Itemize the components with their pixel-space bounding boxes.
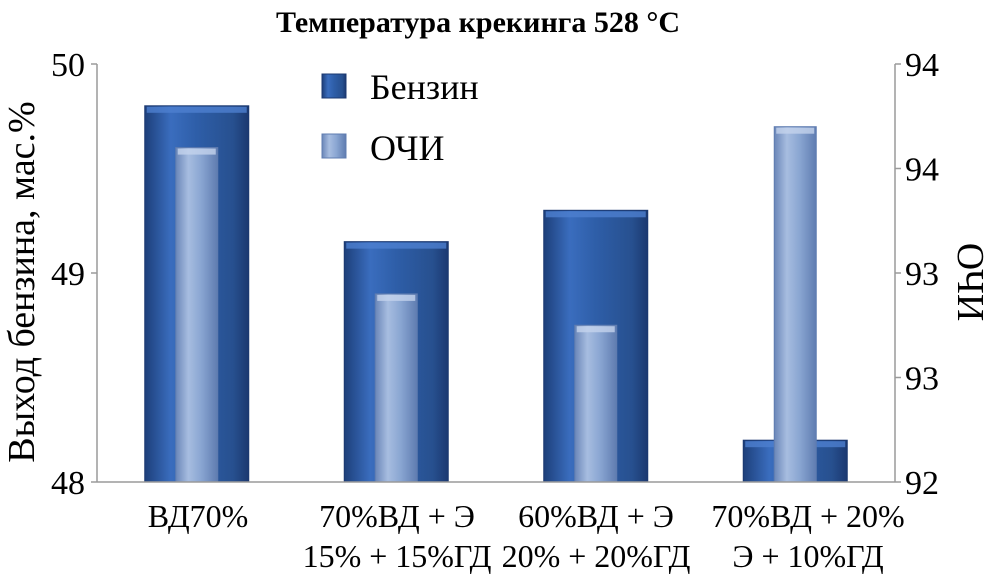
bar-benzin-cap-0 bbox=[146, 106, 247, 113]
left-tick-label: 48 bbox=[51, 465, 85, 502]
chart-title: Температура крекинга 528 °С bbox=[276, 6, 680, 39]
category-label: 70%ВД + Э 15% + 15%ГД bbox=[303, 498, 492, 574]
bar-benzin-cap-1 bbox=[346, 242, 447, 249]
bar-ochi-cap-0 bbox=[177, 148, 216, 155]
legend: Бензин ОЧИ bbox=[321, 67, 479, 168]
bar-ochi-3 bbox=[773, 126, 817, 483]
right-tick-label: 94 bbox=[905, 152, 939, 189]
legend-swatch-ochi bbox=[321, 133, 347, 159]
left-tick-label: 49 bbox=[51, 256, 85, 293]
legend-label-ochi: ОЧИ bbox=[370, 128, 445, 168]
category-label: ВД70% bbox=[148, 498, 249, 534]
bar-ochi-0 bbox=[175, 147, 219, 483]
right-tick-label: 92 bbox=[905, 465, 939, 502]
right-axis-ticks: 92 93 93 94 94 bbox=[895, 47, 939, 502]
bar-ochi-cap-3 bbox=[776, 127, 815, 134]
right-tick-label: 93 bbox=[905, 256, 939, 293]
category-label: 60%ВД + Э 20% + 20%ГД bbox=[502, 498, 691, 574]
right-tick-label: 93 bbox=[905, 361, 939, 398]
bar-ochi-cap-2 bbox=[576, 326, 615, 333]
bar-ochi-1 bbox=[374, 293, 418, 483]
y2-axis-title: ОЧИ bbox=[949, 243, 991, 322]
bar-ochi-2 bbox=[574, 324, 618, 483]
y-axis-title: Выход бензина, мас.% bbox=[1, 101, 43, 462]
category-label: 70%ВД + 20% Э + 10%ГД bbox=[711, 498, 904, 574]
legend-label-benzin: Бензин bbox=[370, 67, 479, 107]
left-axis-ticks: 48 49 50 bbox=[51, 47, 97, 502]
bar-benzin-cap-2 bbox=[545, 211, 646, 218]
legend-swatch-benzin bbox=[321, 73, 347, 99]
left-tick-label: 50 bbox=[51, 47, 85, 84]
right-tick-label: 94 bbox=[905, 47, 939, 84]
bars bbox=[144, 105, 848, 483]
bar-ochi-cap-1 bbox=[377, 294, 416, 301]
